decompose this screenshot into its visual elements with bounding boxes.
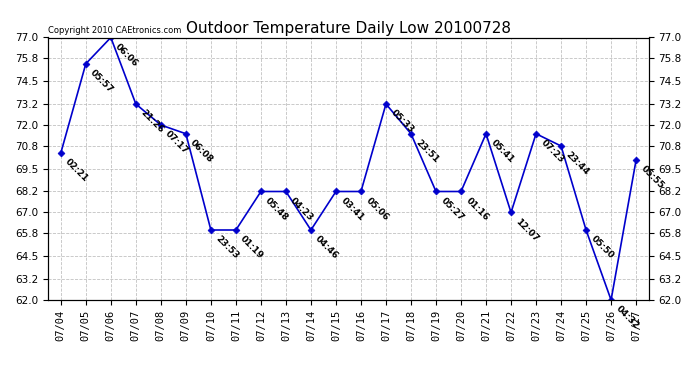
Text: 05:27: 05:27 [439, 196, 465, 222]
Text: 03:41: 03:41 [339, 196, 365, 222]
Text: Copyright 2010 CAEtronics.com: Copyright 2010 CAEtronics.com [48, 26, 181, 35]
Text: 01:16: 01:16 [464, 196, 491, 222]
Text: 02:21: 02:21 [63, 157, 90, 184]
Text: 21:26: 21:26 [139, 108, 165, 135]
Text: 04:32: 04:32 [614, 304, 640, 331]
Text: 23:53: 23:53 [214, 234, 240, 261]
Text: 07:17: 07:17 [164, 129, 190, 156]
Text: 05:57: 05:57 [88, 68, 115, 94]
Text: 05:41: 05:41 [489, 138, 515, 165]
Text: 06:06: 06:06 [114, 42, 140, 68]
Text: 05:50: 05:50 [589, 234, 615, 261]
Text: 04:46: 04:46 [314, 234, 340, 261]
Text: 07:23: 07:23 [539, 138, 565, 165]
Text: 05:55: 05:55 [639, 164, 665, 190]
Text: 06:08: 06:08 [188, 138, 215, 164]
Text: 23:44: 23:44 [564, 150, 591, 177]
Text: 05:33: 05:33 [388, 108, 415, 135]
Text: 23:51: 23:51 [414, 138, 440, 165]
Title: Outdoor Temperature Daily Low 20100728: Outdoor Temperature Daily Low 20100728 [186, 21, 511, 36]
Text: 04:23: 04:23 [288, 196, 315, 222]
Text: 01:19: 01:19 [239, 234, 265, 261]
Text: 12:07: 12:07 [514, 217, 540, 243]
Text: 05:48: 05:48 [264, 196, 290, 222]
Text: 05:06: 05:06 [364, 196, 390, 222]
